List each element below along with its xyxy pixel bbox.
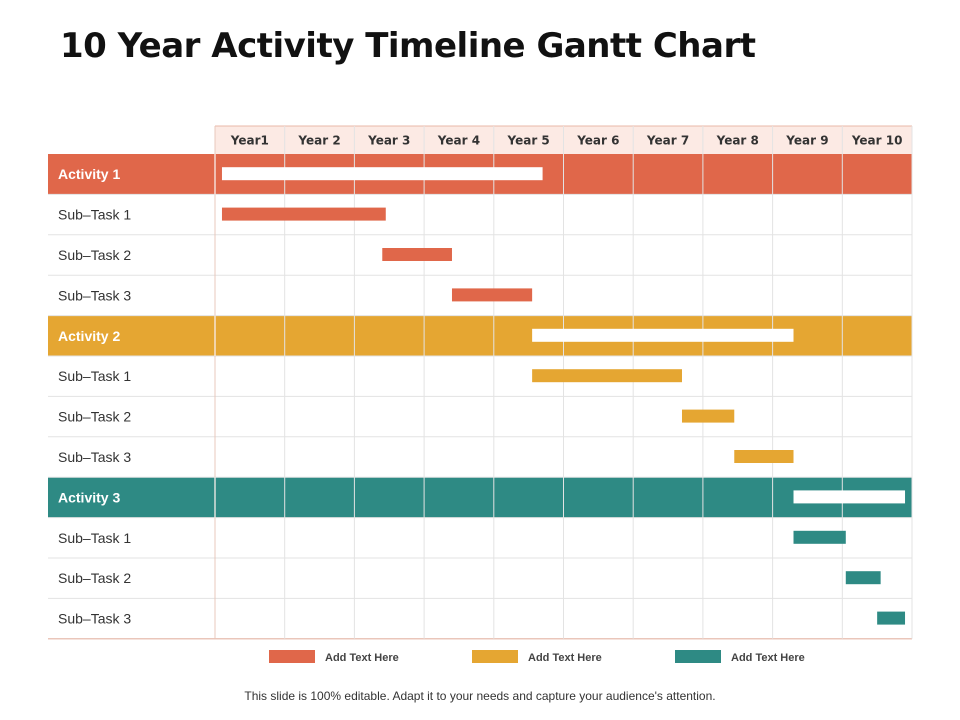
subtask-bar-1-1	[221, 207, 386, 221]
legend-swatch-1	[269, 650, 315, 663]
subtask-label-1-2: Sub–Task 2	[58, 247, 131, 263]
footer-note: This slide is 100% editable. Adapt it to…	[244, 689, 716, 703]
subtask-bar-3-2	[845, 571, 881, 585]
activity-label-1: Activity 1	[58, 166, 120, 182]
activity-1-span-bar	[221, 167, 543, 181]
column-header-year-4: Year 4	[437, 134, 480, 148]
column-header-year-3: Year 3	[367, 134, 410, 148]
activity-3-span-bar	[793, 490, 906, 504]
subtask-label-3-3: Sub–Task 3	[58, 611, 131, 627]
subtask-label-2-1: Sub–Task 1	[58, 368, 131, 384]
column-header-year-10: Year 10	[851, 134, 903, 148]
subtask-label-1-3: Sub–Task 3	[58, 287, 131, 303]
subtask-bar-2-1	[532, 369, 682, 383]
column-header-year-8: Year 8	[716, 134, 759, 148]
column-header-year-5: Year 5	[507, 134, 550, 148]
column-header-year-9: Year 9	[785, 134, 828, 148]
subtask-bar-1-2	[382, 248, 452, 261]
subtask-label-3-2: Sub–Task 2	[58, 570, 131, 586]
subtask-bar-3-1	[793, 530, 846, 544]
activity-label-2: Activity 2	[58, 328, 120, 344]
legend-swatch-3	[675, 650, 721, 663]
legend-label-3: Add Text Here	[731, 652, 805, 664]
subtask-bar-1-3	[451, 288, 533, 302]
page-title: 10 Year Activity Timeline Gantt Chart	[60, 26, 756, 66]
subtask-label-2-2: Sub–Task 2	[58, 409, 131, 425]
legend-label-1: Add Text Here	[325, 652, 399, 664]
column-header-year-2: Year 2	[297, 134, 340, 148]
activity-band-3	[48, 477, 912, 518]
activity-label-3: Activity 3	[58, 489, 120, 505]
column-header-year-6: Year 6	[576, 134, 619, 148]
subtask-bar-2-2	[681, 409, 735, 423]
subtask-bar-2-3	[734, 450, 794, 463]
column-header-year-7: Year 7	[646, 134, 689, 148]
legend-label-2: Add Text Here	[528, 652, 602, 664]
activity-2-span-bar	[532, 328, 794, 342]
subtask-label-3-1: Sub–Task 1	[58, 530, 131, 546]
legend-swatch-2	[472, 650, 518, 663]
subtask-label-1-1: Sub–Task 1	[58, 207, 131, 223]
subtask-bar-3-3	[877, 611, 906, 625]
column-header-year-1: Year1	[230, 134, 269, 148]
subtask-label-2-3: Sub–Task 3	[58, 449, 131, 465]
